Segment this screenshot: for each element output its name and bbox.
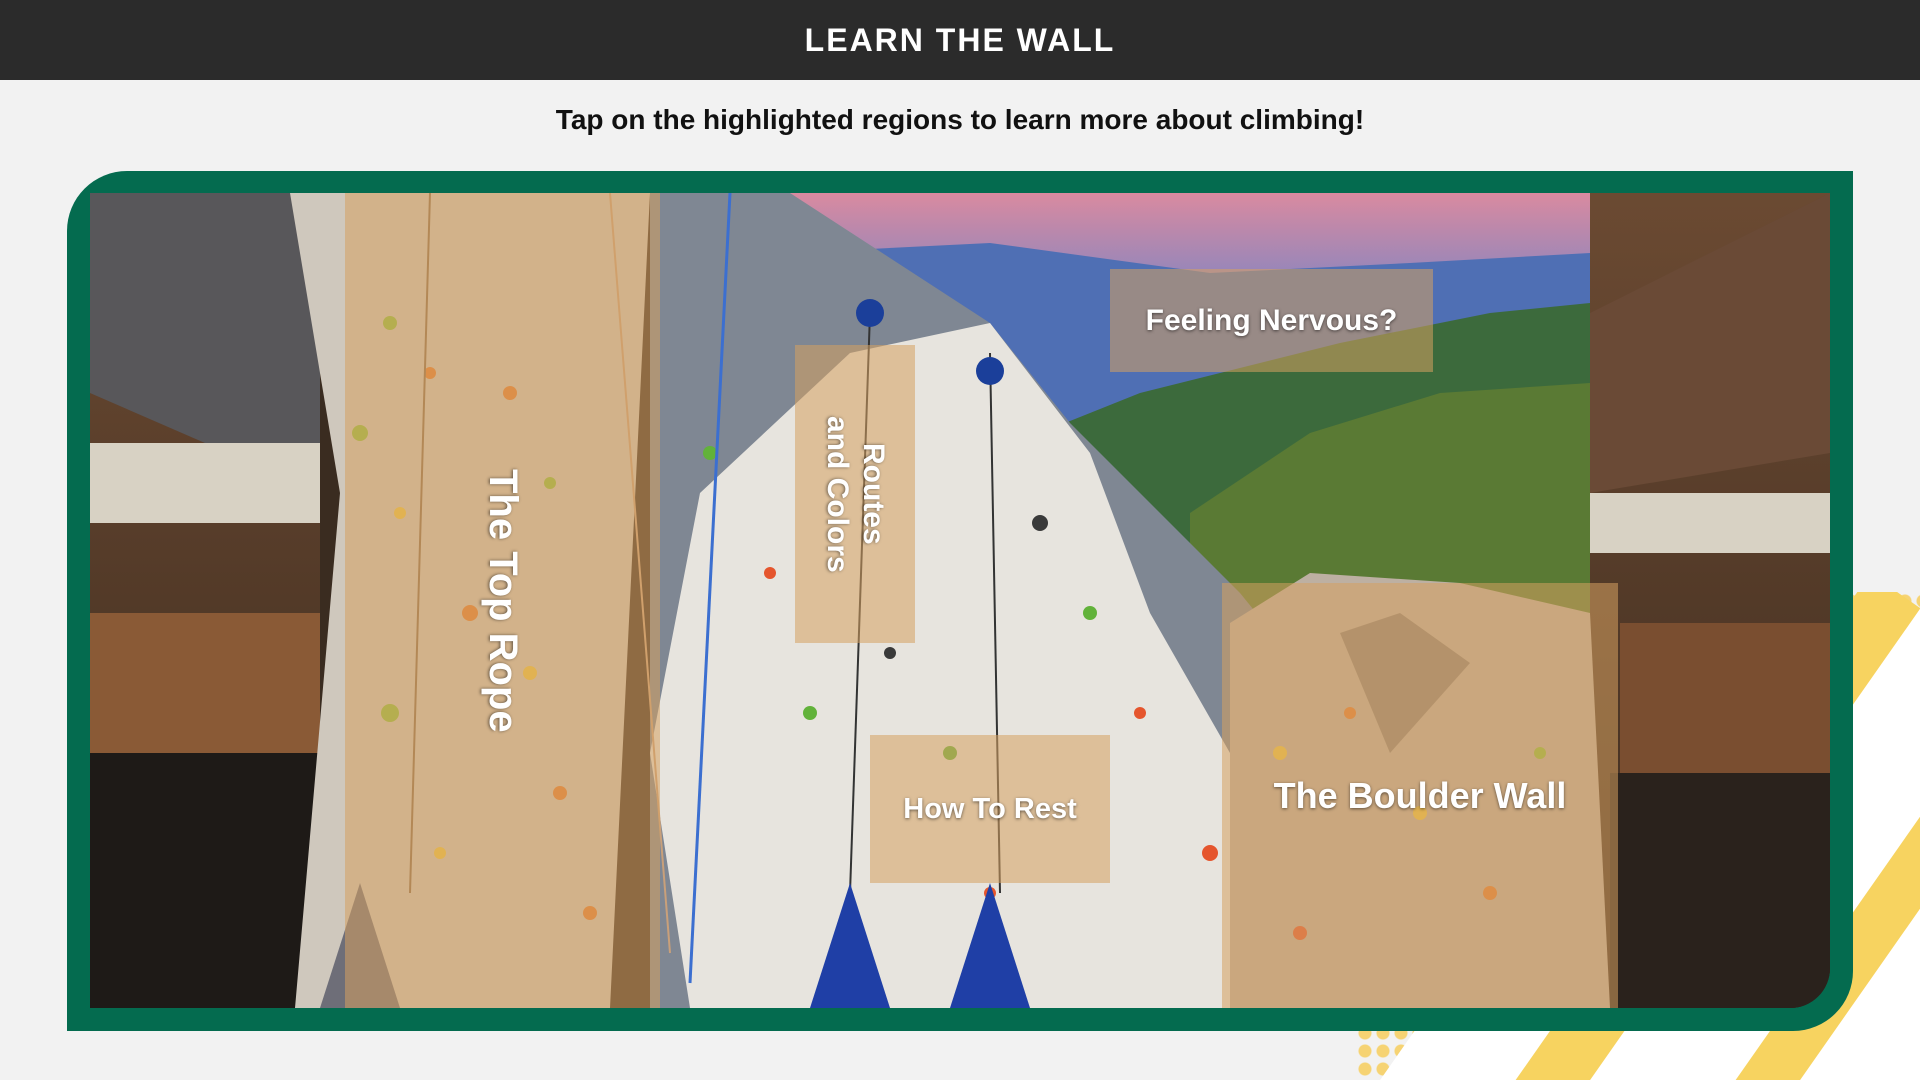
region-feeling-nervous-label: Feeling Nervous? [1145,303,1398,337]
region-routes-and-colors[interactable]: Routes and Colors [795,345,915,643]
region-top-rope-label: The Top Rope [481,468,525,733]
region-how-to-rest-label: How To Rest [903,792,1077,825]
header-bar: LEARN THE WALL [0,0,1920,80]
region-boulder-wall-label: The Boulder Wall [1273,774,1567,816]
region-top-rope[interactable]: The Top Rope [345,193,660,1008]
climbing-wall-photo: The Top Rope Routes and Colors Feeling N… [90,193,1830,1008]
page-title: LEARN THE WALL [804,21,1116,58]
region-feeling-nervous[interactable]: Feeling Nervous? [1110,269,1433,372]
region-how-to-rest[interactable]: How To Rest [870,735,1110,883]
region-boulder-wall[interactable]: The Boulder Wall [1222,583,1618,1008]
region-routes-and-colors-label: Routes and Colors [821,415,890,573]
instructions-text: Tap on the highlighted regions to learn … [555,104,1365,135]
